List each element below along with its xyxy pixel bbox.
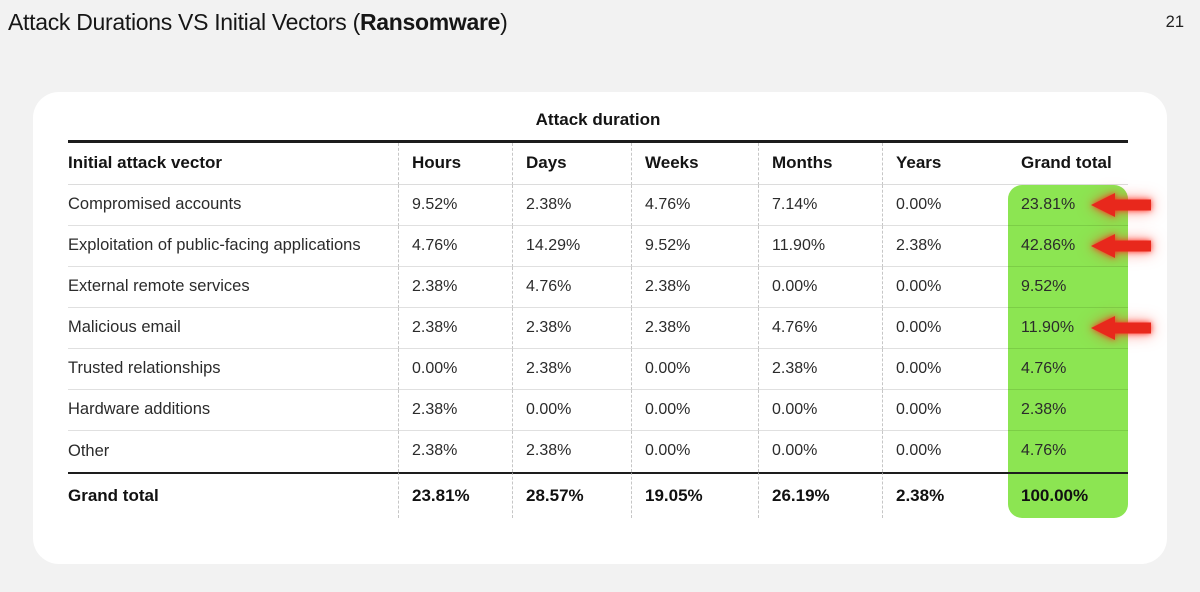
cell-grand-total: 2.38% xyxy=(1008,389,1128,431)
grand-total-value: 2.38% xyxy=(1021,400,1067,418)
cell-years: 0.00% xyxy=(882,389,1008,431)
group-header-attack-duration: Attack duration xyxy=(535,110,661,129)
red-highlight-arrow-icon xyxy=(1091,192,1151,217)
page-number: 21 xyxy=(1165,13,1184,31)
page-title-emphasis: Ransomware xyxy=(359,9,501,35)
cell-hours: 4.76% xyxy=(398,225,512,267)
red-highlight-arrow-icon xyxy=(1091,315,1151,340)
grand-total-overall: 100.00% xyxy=(1008,471,1128,518)
grand-total-row-label: Grand total xyxy=(68,471,398,518)
grand-total-weeks: 19.05% xyxy=(631,471,758,518)
page-title-suffix: ) xyxy=(500,9,508,35)
row-vector-label: Exploitation of public-facing applicatio… xyxy=(68,226,398,267)
cell-days: 2.38% xyxy=(512,430,631,472)
column-header-years: Years xyxy=(882,142,1008,185)
cell-grand-total: 11.90% xyxy=(1008,307,1151,349)
cell-days: 2.38% xyxy=(512,307,631,349)
cell-years: 0.00% xyxy=(882,266,1008,308)
cell-grand-total: 9.52% xyxy=(1008,266,1128,308)
cell-months: 11.90% xyxy=(758,225,882,267)
cell-grand-total: 42.86% xyxy=(1008,225,1151,267)
page-title: Attack Durations VS Initial Vectors (Ran… xyxy=(8,9,508,36)
row-vector-label: Other xyxy=(68,441,110,460)
grand-total-value: 9.52% xyxy=(1021,277,1067,295)
column-header-initial-attack-vector: Initial attack vector xyxy=(68,143,398,185)
cell-years: 0.00% xyxy=(882,430,1008,472)
column-header-hours: Hours xyxy=(398,142,512,185)
cell-weeks: 4.76% xyxy=(631,184,758,226)
cell-days: 2.38% xyxy=(512,348,631,390)
cell-years: 0.00% xyxy=(882,348,1008,390)
cell-months: 0.00% xyxy=(758,266,882,308)
column-header-weeks: Weeks xyxy=(631,142,758,185)
column-header-days: Days xyxy=(512,142,631,185)
cell-grand-total: 23.81% xyxy=(1008,184,1151,226)
cell-years: 0.00% xyxy=(882,184,1008,226)
table-grid: Initial attack vector Hours Days Weeks M… xyxy=(68,142,1151,518)
cell-days: 0.00% xyxy=(512,389,631,431)
cell-weeks: 2.38% xyxy=(631,307,758,349)
cell-weeks: 0.00% xyxy=(631,430,758,472)
grand-total-value: 4.76% xyxy=(1021,442,1067,459)
grand-total-value: 11.90% xyxy=(1021,318,1075,336)
cell-hours: 0.00% xyxy=(398,348,512,390)
column-header-grand-total: Grand total xyxy=(1008,143,1128,185)
cell-years: 0.00% xyxy=(882,307,1008,349)
row-vector-label: Trusted relationships xyxy=(68,349,398,390)
grand-total-years: 2.38% xyxy=(882,471,1008,518)
cell-hours: 9.52% xyxy=(398,184,512,226)
cell-hours: 2.38% xyxy=(398,266,512,308)
table-card: Attack duration Initial attack vector Ho… xyxy=(33,92,1167,564)
cell-months: 0.00% xyxy=(758,389,882,431)
cell-days: 4.76% xyxy=(512,266,631,308)
cell-months: 7.14% xyxy=(758,184,882,226)
cell-hours: 2.38% xyxy=(398,430,512,472)
cell-days: 2.38% xyxy=(512,184,631,226)
cell-weeks: 9.52% xyxy=(631,225,758,267)
column-header-months: Months xyxy=(758,142,882,185)
cell-years: 2.38% xyxy=(882,225,1008,267)
grand-total-months: 26.19% xyxy=(758,471,882,518)
cell-weeks: 0.00% xyxy=(631,348,758,390)
table-top-rule xyxy=(68,140,1128,143)
cell-weeks: 0.00% xyxy=(631,389,758,431)
cell-months: 4.76% xyxy=(758,307,882,349)
attack-durations-table: Attack duration Initial attack vector Ho… xyxy=(68,92,1151,518)
cell-days: 14.29% xyxy=(512,225,631,267)
cell-hours: 2.38% xyxy=(398,389,512,431)
cell-months: 2.38% xyxy=(758,348,882,390)
row-vector-label: External remote services xyxy=(68,267,398,308)
cell-grand-total: 4.76% xyxy=(1008,430,1128,472)
cell-months: 0.00% xyxy=(758,430,882,472)
cell-grand-total: 4.76% xyxy=(1008,348,1128,390)
grand-total-value: 4.76% xyxy=(1021,359,1067,377)
row-vector-label: Malicious email xyxy=(68,308,398,349)
grand-total-days: 28.57% xyxy=(512,471,631,518)
grand-total-hours: 23.81% xyxy=(398,471,512,518)
row-vector-label: Compromised accounts xyxy=(68,185,398,226)
grand-total-value: 23.81% xyxy=(1021,195,1076,213)
red-highlight-arrow-icon xyxy=(1091,233,1151,258)
cell-hours: 2.38% xyxy=(398,307,512,349)
cell-weeks: 2.38% xyxy=(631,266,758,308)
page-title-text: Attack Durations VS Initial Vectors ( xyxy=(8,9,360,35)
row-vector-label: Hardware additions xyxy=(68,390,398,431)
grand-total-value: 42.86% xyxy=(1021,236,1076,254)
